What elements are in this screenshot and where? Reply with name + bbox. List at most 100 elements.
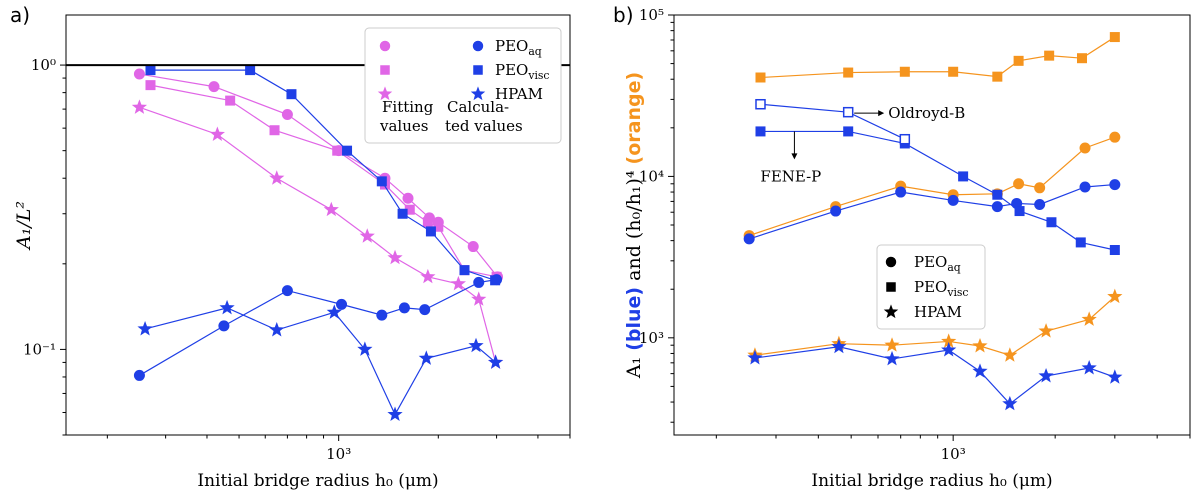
b-series-blue-hpam <box>747 338 1123 411</box>
b-point-blue-peo-visc-6 <box>1046 217 1057 228</box>
a-point-fitting-peo-aq-0 <box>133 68 145 80</box>
a-series-line-fitting-peo-aq <box>139 73 498 278</box>
a-series-calculated-peo-aq <box>133 274 503 381</box>
a-point-calculated-peo-visc-1 <box>245 65 256 76</box>
a-point-calculated-peo-aq-7 <box>473 276 485 288</box>
a-point-calculated-peo-visc-2 <box>286 89 297 100</box>
b-series-blue-open-peo-visc-oldroyd-b <box>755 98 911 145</box>
a-point-calculated-peo-visc-8 <box>490 275 501 286</box>
b-series-blue-peo-aq <box>743 179 1121 245</box>
a-point-fitting-peo-visc-6 <box>422 217 433 228</box>
b-point-orange-peo-visc-2 <box>899 66 910 77</box>
panel-a-legend-fit-marker-peo-aq <box>379 40 391 52</box>
a-point-fitting-peo-visc-7 <box>433 221 444 232</box>
a-point-calculated-hpam-4 <box>357 341 373 356</box>
b-series-blue-peo-visc <box>755 126 1120 256</box>
panel-a-legend-calc-marker-peo-aq <box>472 40 484 52</box>
a-point-calculated-hpam-0 <box>137 320 153 336</box>
b-point-blue-hpam-7 <box>1081 360 1097 375</box>
panel-b-y-axis-label-part-2: and (h₀/h₁)⁴ <box>623 164 645 286</box>
panel-b-legend-marker-hpam <box>883 304 899 319</box>
a-point-fitting-hpam-6 <box>420 268 436 284</box>
panel-b-legend-marker-peo-visc <box>886 282 896 292</box>
b-point-blue-hpam-2 <box>884 350 900 366</box>
panel-a-legend-col-calculated: Calcula-ted values <box>445 98 523 135</box>
a-point-fitting-hpam-5 <box>387 249 403 265</box>
panel-b-legend-box <box>876 244 986 330</box>
a-point-calculated-peo-aq-5 <box>398 302 410 314</box>
panel-a-x-axis-label: Initial bridge radius h₀ (μm) <box>197 471 438 491</box>
a-point-calculated-hpam-1 <box>219 299 235 315</box>
fene-p-annotation: FENE-P <box>760 167 821 185</box>
a-point-calculated-hpam-6 <box>418 350 434 365</box>
b-y-tick-label: 10⁵ <box>639 6 664 24</box>
panel-b-y-axis-label-part-3: (orange) <box>623 72 645 165</box>
panel-b-y-axis-label-part-0: A₁ <box>623 351 645 379</box>
panel-a-legend: PEOaq PEOvisc HPAM Fitting values Calcula-ted… <box>364 27 562 144</box>
a-point-calculated-peo-aq-2 <box>281 285 293 297</box>
a-point-calculated-peo-visc-4 <box>376 176 387 187</box>
panel-a-series-layer <box>131 65 504 422</box>
b-point-orange-hpam-4 <box>972 337 988 353</box>
b-point-orange-hpam-2 <box>884 337 900 352</box>
a-point-calculated-hpam-7 <box>468 337 484 353</box>
b-series-line-orange-peo-visc <box>760 36 1116 79</box>
b-point-orange-peo-aq-6 <box>1034 182 1046 194</box>
a-point-fitting-peo-aq-2 <box>281 109 293 121</box>
b-point-blue-peo-aq-4 <box>991 201 1003 213</box>
a-point-fitting-peo-visc-0 <box>145 80 156 91</box>
a-point-calculated-peo-visc-7 <box>459 265 470 276</box>
panel-a-legend-calc-marker-hpam <box>470 86 486 101</box>
b-y-tick-label: 10⁴ <box>639 167 664 185</box>
a-point-calculated-peo-visc-3 <box>342 145 353 156</box>
b-point-orange-peo-visc-3 <box>948 66 959 77</box>
a-series-line-fitting-peo-visc <box>150 84 497 278</box>
a-point-fitting-peo-visc-1 <box>225 95 236 106</box>
a-point-fitting-hpam-7 <box>450 275 466 291</box>
a-point-fitting-peo-aq-8 <box>467 241 479 253</box>
panel-b-y-axis-label: A₁ (blue) and (h₀/h₁)⁴ (orange) <box>623 72 645 379</box>
b-point-orange-peo-visc-1 <box>843 67 854 78</box>
panel-b-legend-marker-peo-aq <box>885 256 897 268</box>
a-point-fitting-hpam-4 <box>359 228 375 243</box>
a-point-fitting-peo-visc-5 <box>404 204 415 215</box>
panel-a-legend-col-fitting: Fitting values <box>379 98 434 135</box>
a-point-fitting-hpam-0 <box>131 99 148 114</box>
b-point-blue-peo-aq-0 <box>743 233 755 245</box>
b-series-line-blue-peo-aq <box>748 183 1115 240</box>
panel-a-legend-fit-marker-hpam <box>377 86 393 101</box>
b-point-orange-hpam-6 <box>1038 323 1054 338</box>
b-point-blue-peo-aq-8 <box>1109 179 1121 191</box>
panel-b-axes-frame <box>673 14 1191 436</box>
b-point-orange-peo-aq-7 <box>1079 142 1091 154</box>
b-point-blue-open-peo-visc-oldroyd-b-2 <box>899 133 911 145</box>
b-point-orange-hpam-7 <box>1081 311 1097 326</box>
panel-b-legend-label-hpam: HPAM <box>914 303 962 321</box>
b-series-orange-peo-visc <box>755 32 1120 83</box>
b-point-blue-peo-visc-4 <box>992 189 1003 200</box>
panel-a-legend-calc-marker-peo-visc <box>473 65 483 75</box>
oldroyd-b-annotation: Oldroyd-B <box>888 104 965 122</box>
b-point-orange-peo-visc-8 <box>1109 32 1120 43</box>
a-series-line-fitting-hpam <box>139 106 497 363</box>
a-point-calculated-hpam-5 <box>387 406 403 422</box>
b-point-orange-peo-visc-7 <box>1076 53 1087 64</box>
b-point-blue-peo-visc-5 <box>1014 206 1025 217</box>
b-point-blue-hpam-6 <box>1038 368 1054 383</box>
b-point-blue-peo-aq-2 <box>895 186 907 198</box>
panel-a-ticks: 10³ 10⁻¹ 10⁰ <box>23 56 571 463</box>
a-point-calculated-peo-aq-1 <box>218 320 230 332</box>
b-point-blue-peo-aq-6 <box>1034 198 1046 210</box>
b-point-orange-peo-aq-8 <box>1109 131 1121 143</box>
oldroyd-b-arrow-head <box>878 110 885 117</box>
a-series-line-calculated-hpam <box>144 307 497 416</box>
b-x-tick-label: 10³ <box>941 445 966 463</box>
b-series-line-blue-open-peo-visc-oldroyd-b <box>760 103 906 140</box>
a-point-fitting-hpam-1 <box>209 126 225 141</box>
b-point-blue-hpam-8 <box>1107 369 1123 384</box>
b-point-orange-hpam-8 <box>1107 288 1123 304</box>
a-point-calculated-hpam-3 <box>326 304 342 319</box>
b-point-blue-peo-visc-0 <box>755 126 766 137</box>
b-point-orange-hpam-3 <box>941 333 957 348</box>
